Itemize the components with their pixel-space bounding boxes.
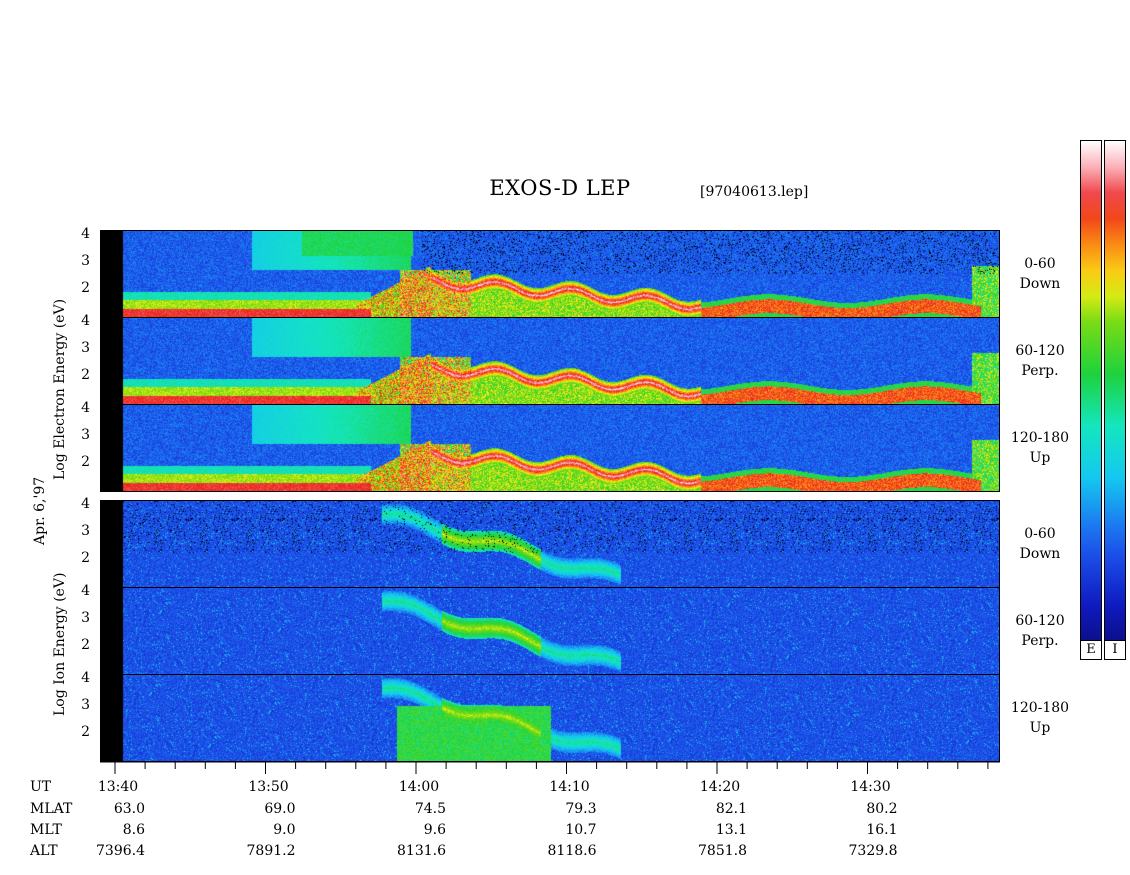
electron-down-spectrogram [101, 231, 999, 317]
pitch-angle-range: 60-120 [1015, 343, 1065, 359]
pitch-angle-label: 0-60 Down [1005, 524, 1075, 564]
y-tick-label: 4 [81, 313, 90, 329]
ephemeris-value: 14:30 [850, 779, 891, 795]
y-tick-label: 3 [81, 610, 90, 626]
ephemeris-value: 7329.8 [848, 843, 898, 859]
y-tick-label: 4 [81, 226, 90, 242]
ion-y-axis-label: Log Ion Energy (eV) [52, 572, 68, 716]
time-axis [100, 761, 1000, 774]
ephemeris-value: 9.0 [273, 822, 296, 838]
y-tick-label: 2 [81, 367, 90, 383]
electron-perp-spectrogram [101, 318, 999, 404]
ephemeris-value: 7851.8 [698, 843, 747, 859]
ephemeris-value: 7396.4 [96, 843, 145, 859]
ephemeris-row-label: UT [30, 779, 52, 795]
ephemeris-row-label: ALT [30, 843, 58, 859]
ephemeris-row-label: MLAT [30, 801, 73, 817]
ion-down-panel [100, 500, 1000, 588]
pitch-angle-label: 60-120 Perp. [1005, 341, 1075, 381]
ephemeris-value: 14:10 [549, 779, 590, 795]
pitch-angle-direction: Down [1019, 276, 1061, 292]
ephemeris-value: 7891.2 [246, 843, 296, 859]
ephemeris-value: 13.1 [715, 822, 747, 838]
y-tick-label: 4 [81, 400, 90, 416]
y-tick-label: 3 [81, 340, 90, 356]
pitch-angle-label: 0-60 Down [1005, 254, 1075, 294]
ion-up-panel [100, 674, 1000, 762]
y-tick-label: 4 [81, 496, 90, 512]
ephemeris-value: 82.1 [715, 801, 747, 817]
file-label: [97040613.lep] [700, 184, 809, 200]
pitch-angle-direction: Perp. [1021, 633, 1059, 649]
electron-y-axis-label: Log Electron Energy (eV) [52, 298, 68, 480]
electron-colorbar: E [1080, 140, 1102, 660]
ephemeris-value: 74.5 [414, 801, 446, 817]
ephemeris-value: 9.6 [423, 822, 446, 838]
ion-down-spectrogram [101, 501, 999, 587]
ephemeris-value: 80.2 [866, 801, 898, 817]
ephemeris-value: 16.1 [866, 822, 898, 838]
y-tick-label: 2 [81, 724, 90, 740]
pitch-angle-range: 60-120 [1015, 613, 1065, 629]
y-tick-label: 3 [81, 523, 90, 539]
ephemeris-row-label: MLT [30, 822, 62, 838]
y-tick-label: 2 [81, 637, 90, 653]
ephemeris-value: 8.6 [122, 822, 145, 838]
pitch-angle-range: 0-60 [1024, 256, 1056, 272]
ephemeris-value: 63.0 [113, 801, 145, 817]
ephemeris-value: 13:50 [248, 779, 289, 795]
electron-perp-panel [100, 317, 1000, 405]
y-tick-label: 4 [81, 583, 90, 599]
ephemeris-value: 14:20 [699, 779, 741, 795]
pitch-angle-label: 120-180 Up [1005, 698, 1075, 738]
ephemeris-value: 69.0 [264, 801, 296, 817]
pitch-angle-label: 120-180 Up [1005, 428, 1075, 468]
pitch-angle-label: 60-120 Perp. [1005, 611, 1075, 651]
electron-up-panel [100, 404, 1000, 492]
ephemeris-value: 13:40 [97, 779, 139, 795]
y-tick-label: 2 [81, 280, 90, 296]
pitch-angle-direction: Up [1029, 720, 1051, 736]
pitch-angle-range: 120-180 [1010, 700, 1070, 716]
ephemeris-value: 8131.6 [397, 843, 446, 859]
pitch-angle-range: 0-60 [1024, 526, 1056, 542]
pitch-angle-direction: Down [1019, 546, 1061, 562]
ion-perp-spectrogram [101, 588, 999, 674]
date-label: Apr. 6,'97 [32, 476, 48, 545]
y-tick-label: 2 [81, 550, 90, 566]
electron-up-spectrogram [101, 405, 999, 491]
y-tick-label: 2 [81, 454, 90, 470]
pitch-angle-range: 120-180 [1010, 430, 1070, 446]
ephemeris-value: 14:00 [398, 779, 440, 795]
y-tick-label: 3 [81, 253, 90, 269]
pitch-angle-direction: Up [1029, 450, 1051, 466]
ephemeris-value: 8118.6 [547, 843, 597, 859]
y-tick-label: 3 [81, 697, 90, 713]
ion-perp-panel [100, 587, 1000, 675]
y-tick-label: 3 [81, 427, 90, 443]
ion-up-spectrogram [101, 675, 999, 761]
electron-down-panel [100, 230, 1000, 318]
y-tick-label: 4 [81, 670, 90, 686]
ion-colorbar: I [1104, 140, 1126, 660]
ephemeris-value: 79.3 [565, 801, 597, 817]
electron-colorbar-label: E [1081, 640, 1101, 659]
ephemeris-value: 10.7 [565, 822, 597, 838]
pitch-angle-direction: Perp. [1021, 363, 1059, 379]
ion-colorbar-label: I [1105, 640, 1125, 659]
chart-title: EXOS-D LEP [489, 176, 631, 200]
